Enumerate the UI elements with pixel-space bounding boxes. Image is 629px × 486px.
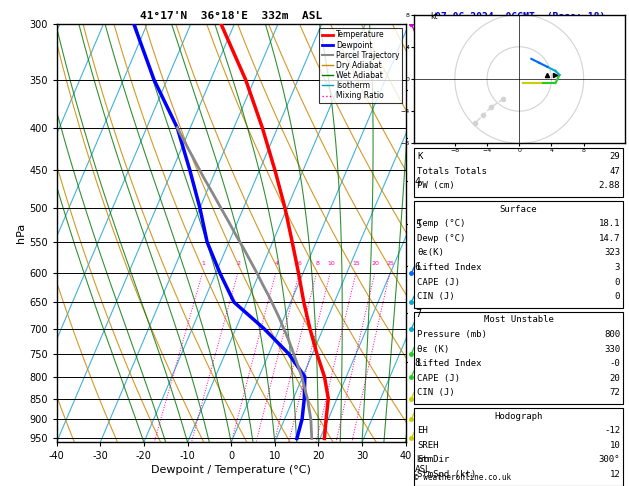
Text: 72: 72 [610,388,620,398]
Text: 18.1: 18.1 [599,219,620,228]
Text: 4: 4 [274,261,279,266]
Text: CAPE (J): CAPE (J) [417,374,460,383]
Text: Surface: Surface [500,205,537,214]
Text: km
ASL: km ASL [415,455,431,474]
Text: Temp (°C): Temp (°C) [417,219,465,228]
Text: Pressure (mb): Pressure (mb) [417,330,487,339]
Text: Hodograph: Hodograph [494,412,543,421]
Text: Most Unstable: Most Unstable [484,315,554,325]
X-axis label: Dewpoint / Temperature (°C): Dewpoint / Temperature (°C) [151,466,311,475]
Text: 10: 10 [610,441,620,450]
Text: -12: -12 [604,426,620,435]
Text: 800: 800 [604,330,620,339]
Legend: Temperature, Dewpoint, Parcel Trajectory, Dry Adiabat, Wet Adiabat, Isotherm, Mi: Temperature, Dewpoint, Parcel Trajectory… [320,28,402,103]
Text: PW (cm): PW (cm) [417,181,455,191]
Text: θε (K): θε (K) [417,345,449,354]
Text: 0: 0 [615,278,620,287]
Text: kt: kt [431,12,438,20]
Text: 12: 12 [610,470,620,479]
Text: 07.06.2024  06GMT  (Base: 18): 07.06.2024 06GMT (Base: 18) [435,12,606,22]
Text: 3: 3 [615,263,620,272]
Text: 0: 0 [615,292,620,301]
Text: 29: 29 [610,152,620,161]
Text: EH: EH [417,426,428,435]
Text: 6: 6 [298,261,302,266]
Text: 323: 323 [604,248,620,258]
Text: © weatheronline.co.uk: © weatheronline.co.uk [414,473,511,482]
Title: 41°17'N  36°18'E  332m  ASL: 41°17'N 36°18'E 332m ASL [140,11,322,21]
Text: Lifted Index: Lifted Index [417,263,482,272]
Text: K: K [417,152,423,161]
Text: Dewp (°C): Dewp (°C) [417,234,465,243]
Text: 47: 47 [610,167,620,176]
Text: StmDir: StmDir [417,455,449,465]
Text: Lifted Index: Lifted Index [417,359,482,368]
Text: SREH: SREH [417,441,438,450]
Text: 2: 2 [237,261,240,266]
Text: 20: 20 [372,261,379,266]
Text: -0: -0 [610,359,620,368]
Text: StmSpd (kt): StmSpd (kt) [417,470,476,479]
Y-axis label: hPa: hPa [16,223,26,243]
Text: CIN (J): CIN (J) [417,292,455,301]
Text: 8: 8 [315,261,319,266]
Text: Totals Totals: Totals Totals [417,167,487,176]
Text: θε(K): θε(K) [417,248,444,258]
Text: 20: 20 [610,374,620,383]
Text: CIN (J): CIN (J) [417,388,455,398]
Text: LCL: LCL [413,31,428,39]
Text: 25: 25 [386,261,394,266]
Text: 15: 15 [353,261,360,266]
Text: 10: 10 [327,261,335,266]
Text: 14.7: 14.7 [599,234,620,243]
Text: 2.88: 2.88 [599,181,620,191]
Text: 330: 330 [604,345,620,354]
Text: CAPE (J): CAPE (J) [417,278,460,287]
Text: 300°: 300° [599,455,620,465]
Text: 1: 1 [201,261,205,266]
